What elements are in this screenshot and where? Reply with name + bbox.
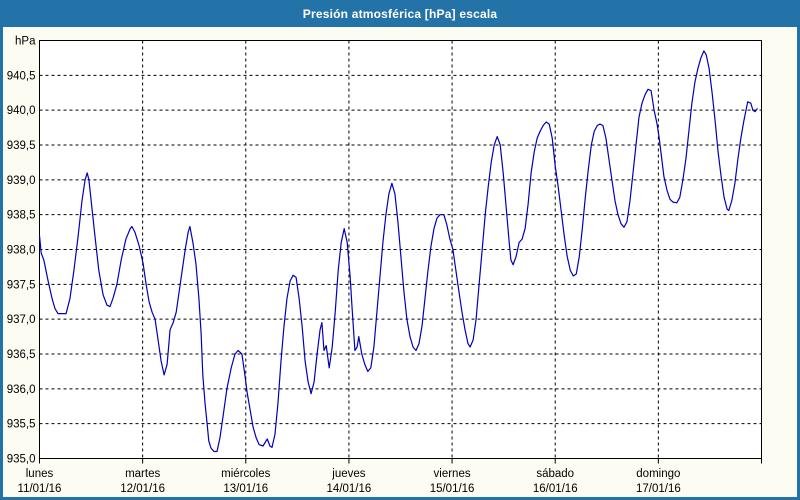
pressure-chart-svg: hPa 940,5 940,0 939,5 939,0 938,5 938,0 937,5 93… xyxy=(7,36,762,495)
date-label: 13/01/16 xyxy=(223,483,268,495)
y-tick-label: 940,5 xyxy=(7,70,36,82)
horizontal-gridlines xyxy=(39,40,762,459)
y-tick-label: 939,5 xyxy=(7,140,36,152)
weekday-label: jueves xyxy=(331,468,365,480)
weekday-label: martes xyxy=(125,468,160,480)
chart-title: Presión atmosférica [hPa] escala xyxy=(302,6,498,21)
weekday-label: viernes xyxy=(434,468,471,480)
date-label: 14/01/16 xyxy=(327,483,372,495)
y-tick-label: 936,5 xyxy=(7,349,36,361)
x-axis-labels: lunes 11/01/16 martes 12/01/16 miércoles 13/0… xyxy=(18,468,681,495)
y-tick-label: 935,5 xyxy=(7,419,36,431)
weekday-label: sábado xyxy=(536,468,574,480)
weekday-label: lunes xyxy=(26,468,54,480)
y-tick-label: 938,0 xyxy=(7,245,36,257)
date-label: 15/01/16 xyxy=(430,483,475,495)
y-tick-label: 938,5 xyxy=(7,210,36,222)
y-tick-label: 936,0 xyxy=(7,384,36,396)
weekday-label: miércoles xyxy=(221,468,270,480)
date-label: 11/01/16 xyxy=(18,483,62,495)
y-tick-label: 935,0 xyxy=(7,454,36,466)
chart-titlebar: Presión atmosférica [hPa] escala xyxy=(0,0,800,27)
y-axis-unit-label: hPa xyxy=(15,36,36,48)
date-label: 12/01/16 xyxy=(120,483,165,495)
x-axis-ticks xyxy=(39,458,762,464)
y-axis-labels: hPa 940,5 940,0 939,5 939,0 938,5 938,0 937,5 93… xyxy=(7,36,36,466)
vertical-gridlines xyxy=(142,40,659,459)
weekday-label: domingo xyxy=(636,468,680,480)
y-tick-label: 937,0 xyxy=(7,314,36,326)
chart-content-area: hPa 940,5 940,0 939,5 939,0 938,5 938,0 937,5 93… xyxy=(3,27,797,497)
date-label: 17/01/16 xyxy=(636,483,681,495)
date-label: 16/01/16 xyxy=(533,483,578,495)
y-tick-label: 940,0 xyxy=(7,105,36,117)
y-tick-label: 939,0 xyxy=(7,175,36,187)
pressure-line-series xyxy=(38,50,758,453)
y-tick-label: 937,5 xyxy=(7,279,36,291)
